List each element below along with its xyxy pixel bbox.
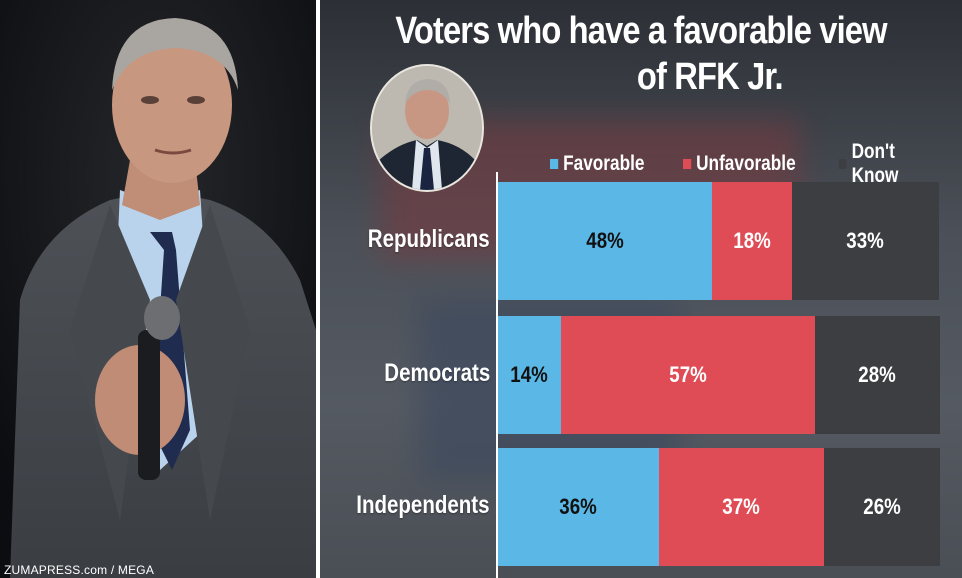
legend-label: Favorable [563, 152, 645, 175]
portrait-thumbnail [370, 64, 484, 192]
legend-item: Don't Know [838, 140, 940, 188]
bar-segment: 37% [659, 448, 824, 566]
legend-item: Unfavorable [683, 152, 796, 176]
bar-value-label: 33% [846, 228, 885, 253]
legend-swatch [550, 159, 559, 169]
portrait-thumbnail-illustration [372, 66, 482, 190]
bar-value-label: 18% [733, 228, 771, 253]
bar-value-label: 36% [559, 494, 598, 519]
speaker-photo: ZUMAPRESS.com / MEGA [0, 0, 316, 578]
bar-value-label: 57% [669, 362, 707, 387]
category-label: Republicans [368, 225, 490, 253]
bar-segment: 36% [498, 448, 659, 566]
bar-segment: 14% [498, 316, 561, 434]
chart-axis-line [496, 172, 498, 578]
chart-legend: Favorable Unfavorable Don't Know [550, 140, 962, 188]
bar-value-label: 28% [858, 362, 897, 387]
bar-segment: 18% [712, 182, 792, 300]
photo-credit: ZUMAPRESS.com / MEGA [4, 563, 155, 577]
bar-value-label: 14% [510, 362, 549, 387]
bar-segment: 26% [824, 448, 940, 566]
bar-value-label: 37% [722, 494, 761, 519]
bar-value-label: 26% [863, 494, 901, 519]
bar-segment: 48% [498, 182, 712, 300]
legend-label: Don't Know [851, 140, 899, 187]
legend-label: Unfavorable [696, 152, 796, 175]
chart-title-line-1: Voters who have a favorable view [395, 10, 887, 52]
chart-title: Voters who have a favorable view of RFK … [365, 8, 917, 100]
legend-swatch [683, 159, 692, 169]
bar-value-label: 48% [586, 228, 624, 253]
speaker-photo-illustration [0, 0, 316, 578]
chart-panel: Voters who have a favorable view of RFK … [320, 0, 962, 578]
legend-item: Favorable [550, 152, 644, 176]
legend-swatch [838, 159, 847, 169]
chart-title-line-2: of RFK Jr. [636, 56, 784, 98]
bar-segment: 33% [792, 182, 939, 300]
category-label: Democrats [384, 359, 490, 387]
category-label: Independents [356, 491, 490, 519]
bar-segment: 57% [561, 316, 815, 434]
bar-segment: 28% [815, 316, 940, 434]
